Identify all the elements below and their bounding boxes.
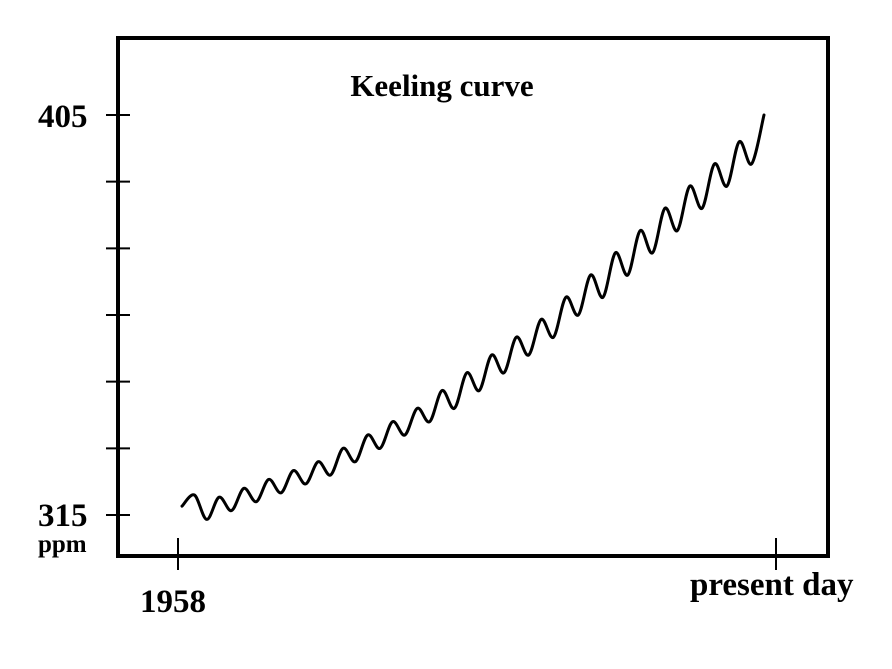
- keeling-curve-line: [180, 113, 766, 521]
- x-tick-label-start: 1958: [140, 584, 206, 620]
- x-ticks: [177, 538, 777, 570]
- plot-frame: [116, 36, 830, 558]
- y-tick-label-315: 315: [38, 498, 88, 534]
- y-tick-label-405: 405: [38, 99, 88, 135]
- y-unit-label: ppm: [38, 531, 87, 558]
- x-tick-label-end: present day: [690, 567, 854, 603]
- chart-title: Keeling curve: [350, 68, 533, 103]
- y-ticks: [106, 114, 130, 516]
